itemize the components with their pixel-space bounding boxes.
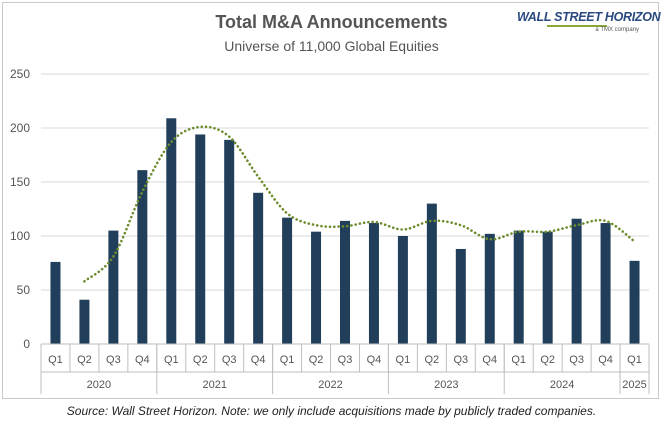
bar [600,223,611,344]
x-tick-label: Q3 [106,354,121,366]
x-tick-label: Q4 [251,354,266,366]
bar [195,134,206,344]
x-tick-label: Q3 [453,354,468,366]
x-tick-label: Q3 [569,354,584,366]
wall-street-horizon-logo: WALL STREET HORIZON a TMX company [517,10,661,33]
x-tick-label: Q1 [396,354,411,366]
bar [426,203,437,344]
trendline-path [83,125,636,283]
x-tick-label: Q2 [425,354,440,366]
y-axis-ticks: 0 50 100 150 200 250 [10,67,30,351]
x-year-label: 2025 [622,379,646,391]
x-tick-label: Q1 [164,354,179,366]
chart-subtitle: Universe of 11,000 Global Equities [224,38,439,54]
x-tick-label: Q4 [135,354,150,366]
bar [542,231,553,344]
bar [368,223,379,344]
x-year-label: 2021 [202,379,226,391]
x-tick-label: Q4 [482,354,497,366]
logo-underline [547,25,607,27]
bar [311,231,322,344]
y-tick-label: 50 [17,283,31,297]
bar [397,236,408,344]
bar [282,217,293,344]
source-note: Source: Wall Street Horizon. Note: we on… [66,404,597,418]
x-tick-label: Q1 [627,354,642,366]
bar [79,299,90,344]
x-tick-label: Q1 [511,354,526,366]
x-tick-label: Q3 [338,354,353,366]
x-tick-label: Q4 [367,354,382,366]
y-tick-label: 150 [10,175,30,189]
x-year-label: 2020 [87,379,111,391]
y-tick-label: 200 [10,121,30,135]
y-tick-label: 0 [23,337,30,351]
bar [108,230,119,344]
y-tick-label: 250 [10,67,30,81]
bar [50,261,61,344]
x-year-label: 2024 [550,379,574,391]
bar [340,220,350,344]
x-tick-label: Q3 [222,354,237,366]
x-year-label: 2022 [318,379,342,391]
chart-title: Total M&A Announcements [215,12,448,32]
x-axis: Q1 Q2 Q3 Q4 Q1 Q2 Q3 Q4 Q1 Q2 Q3 Q4 Q1 Q2 Q3 Q4 Q1 Q2 Q3 Q4… [40,343,650,394]
trendline [83,125,636,283]
x-tick-label: Q2 [77,354,92,366]
bar [455,248,466,344]
x-year-label: 2023 [434,379,458,391]
x-tick-label: Q1 [280,354,295,366]
bar [166,118,177,344]
bar [484,233,495,344]
x-tick-label: Q1 [48,354,63,366]
bar [629,260,640,344]
logo-tagline: a TMX company [595,27,639,33]
y-tick-label: 100 [10,229,30,243]
x-tick-label: Q2 [309,354,324,366]
bar [513,230,524,344]
bars [50,118,640,344]
logo-wordmark: WALL STREET HORIZON [517,10,661,24]
x-tick-label: Q4 [598,354,613,366]
bar [253,192,264,344]
x-tick-label: Q2 [540,354,555,366]
bar [571,218,582,344]
bar [224,139,235,344]
bar [137,170,148,344]
x-tick-label: Q2 [193,354,208,366]
